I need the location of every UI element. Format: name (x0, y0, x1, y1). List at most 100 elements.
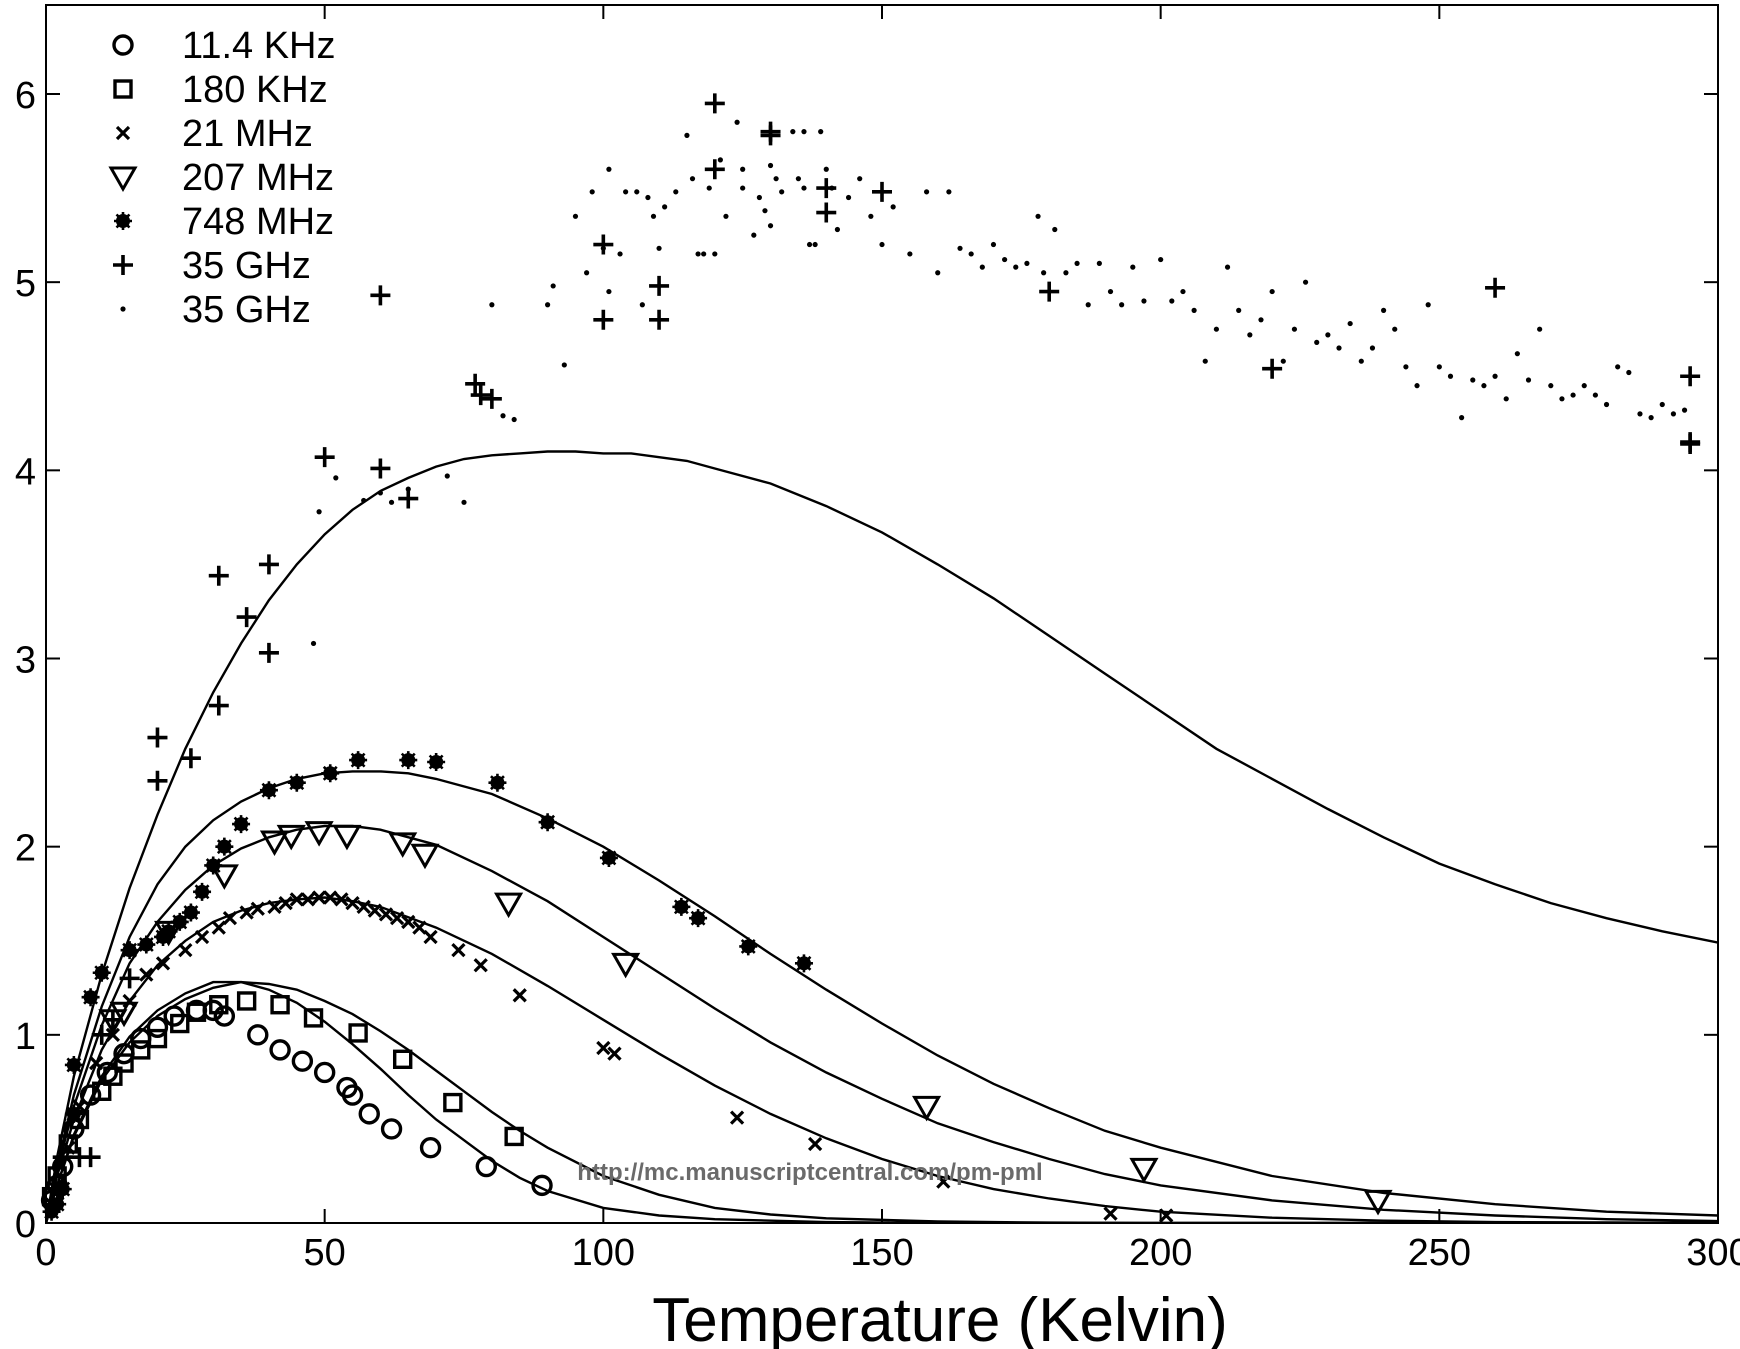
data-point-dot (1347, 320, 1353, 327)
data-point-asterisk (48, 1195, 67, 1214)
legend-marker-plus (113, 255, 133, 275)
data-point-dot (1447, 373, 1454, 379)
data-point-dot (1403, 364, 1409, 370)
data-point-plus (872, 181, 892, 202)
data-point-square (303, 1008, 324, 1028)
y-tick-label: 1 (15, 1016, 36, 1058)
data-point-plus (208, 695, 229, 716)
data-point-x (334, 892, 349, 907)
data-point-dot (662, 204, 668, 210)
x-tick-label: 200 (1129, 1232, 1192, 1274)
data-point-x (356, 899, 371, 915)
data-point-dot (1085, 302, 1091, 308)
data-point-dot (1130, 264, 1136, 270)
data-point-dot (550, 283, 556, 289)
data-point-dot (1002, 256, 1008, 263)
data-point-dot (1436, 364, 1442, 370)
data-point-dot (1224, 264, 1231, 270)
data-point-triangle-down (1363, 1189, 1393, 1216)
data-point-square (443, 1092, 463, 1113)
data-point-dot (1481, 383, 1487, 389)
data-point-x (1103, 1206, 1118, 1221)
legend-label: 11.4 KHz (182, 25, 335, 67)
data-point-triangle-down (276, 824, 306, 851)
data-point-asterisk (215, 837, 234, 856)
data-point-square (147, 1028, 168, 1049)
data-point-x (289, 892, 304, 907)
legend-marker-square (113, 79, 133, 99)
data-point-dot (740, 166, 746, 172)
data-point-dot (645, 194, 651, 201)
data-point-asterisk (64, 1104, 83, 1123)
data-point-dot (1024, 260, 1030, 266)
data-point-dot (361, 497, 367, 504)
data-point-plus (370, 458, 391, 479)
axis-ticks: 0 50 100 150 200 250 300 0 1 2 3 4 5 6 (15, 5, 1740, 1274)
data-point-dot (829, 185, 835, 191)
data-point-dot (500, 413, 506, 419)
data-point-dot (561, 362, 567, 368)
data-point-triangle-down (332, 824, 362, 851)
data-point-dot (489, 302, 495, 308)
data-point-dot (650, 213, 657, 219)
data-point-asterisk (137, 935, 156, 954)
data-point-dot (773, 176, 779, 182)
data-point-square (131, 1040, 151, 1060)
data-point-x (178, 943, 193, 958)
data-point-circle (531, 1174, 553, 1197)
data-point-asterisk (120, 941, 139, 960)
data-point-dot (461, 499, 467, 505)
data-point-circle (380, 1118, 403, 1140)
data-point-dot (1425, 302, 1431, 308)
data-point-triangle-down (410, 843, 440, 870)
data-point-asterisk (259, 781, 278, 800)
data-point-dot (712, 251, 718, 257)
x-tick-label: 300 (1686, 1232, 1740, 1274)
data-point-x (412, 920, 427, 935)
data-point-dot (1213, 326, 1219, 332)
data-point-dot (333, 475, 339, 481)
data-point-asterisk (159, 922, 178, 941)
data-point-dot (1648, 415, 1654, 421)
data-point-dot (868, 213, 874, 219)
data-point-dot (1392, 326, 1398, 332)
data-point-dot (779, 189, 785, 195)
data-point-x (423, 929, 438, 945)
data-point-x (596, 1040, 611, 1056)
data-point-square (270, 995, 290, 1015)
data-point-x (139, 967, 154, 982)
data-point-x (512, 988, 527, 1003)
data-point-dot (1202, 358, 1208, 364)
data-point-dot (639, 302, 645, 308)
legend-item: 748 MHz (114, 201, 334, 243)
data-point-dot (1236, 307, 1242, 313)
fit-curve-4 (46, 824, 1718, 1223)
data-point-plus (258, 554, 279, 575)
data-point-dot (1358, 358, 1364, 364)
data-point-asterisk (321, 764, 340, 783)
data-point-plus (258, 642, 279, 663)
data-point-asterisk (689, 909, 708, 928)
data-point-plus (704, 93, 725, 114)
data-point-asterisk (427, 752, 446, 771)
data-point-dot (1314, 339, 1320, 345)
data-point-dot (1525, 377, 1532, 383)
data-point-square (92, 1081, 112, 1101)
data-point-dot (806, 241, 813, 248)
data-point-circle (313, 1061, 336, 1084)
data-point-dot (907, 251, 913, 257)
data-point-square (170, 1013, 190, 1034)
data-point-square (186, 1002, 207, 1022)
data-point-dot (1570, 392, 1576, 398)
data-point-dot (1537, 326, 1543, 332)
data-point-x (105, 1027, 121, 1042)
data-point-plus (593, 234, 614, 255)
data-point-dot (572, 213, 579, 219)
data-point-plus (119, 968, 140, 989)
data-point-asterisk (599, 848, 618, 867)
data-point-dot (845, 194, 852, 201)
data-point-dot (734, 119, 740, 125)
data-point-dot (968, 251, 974, 257)
